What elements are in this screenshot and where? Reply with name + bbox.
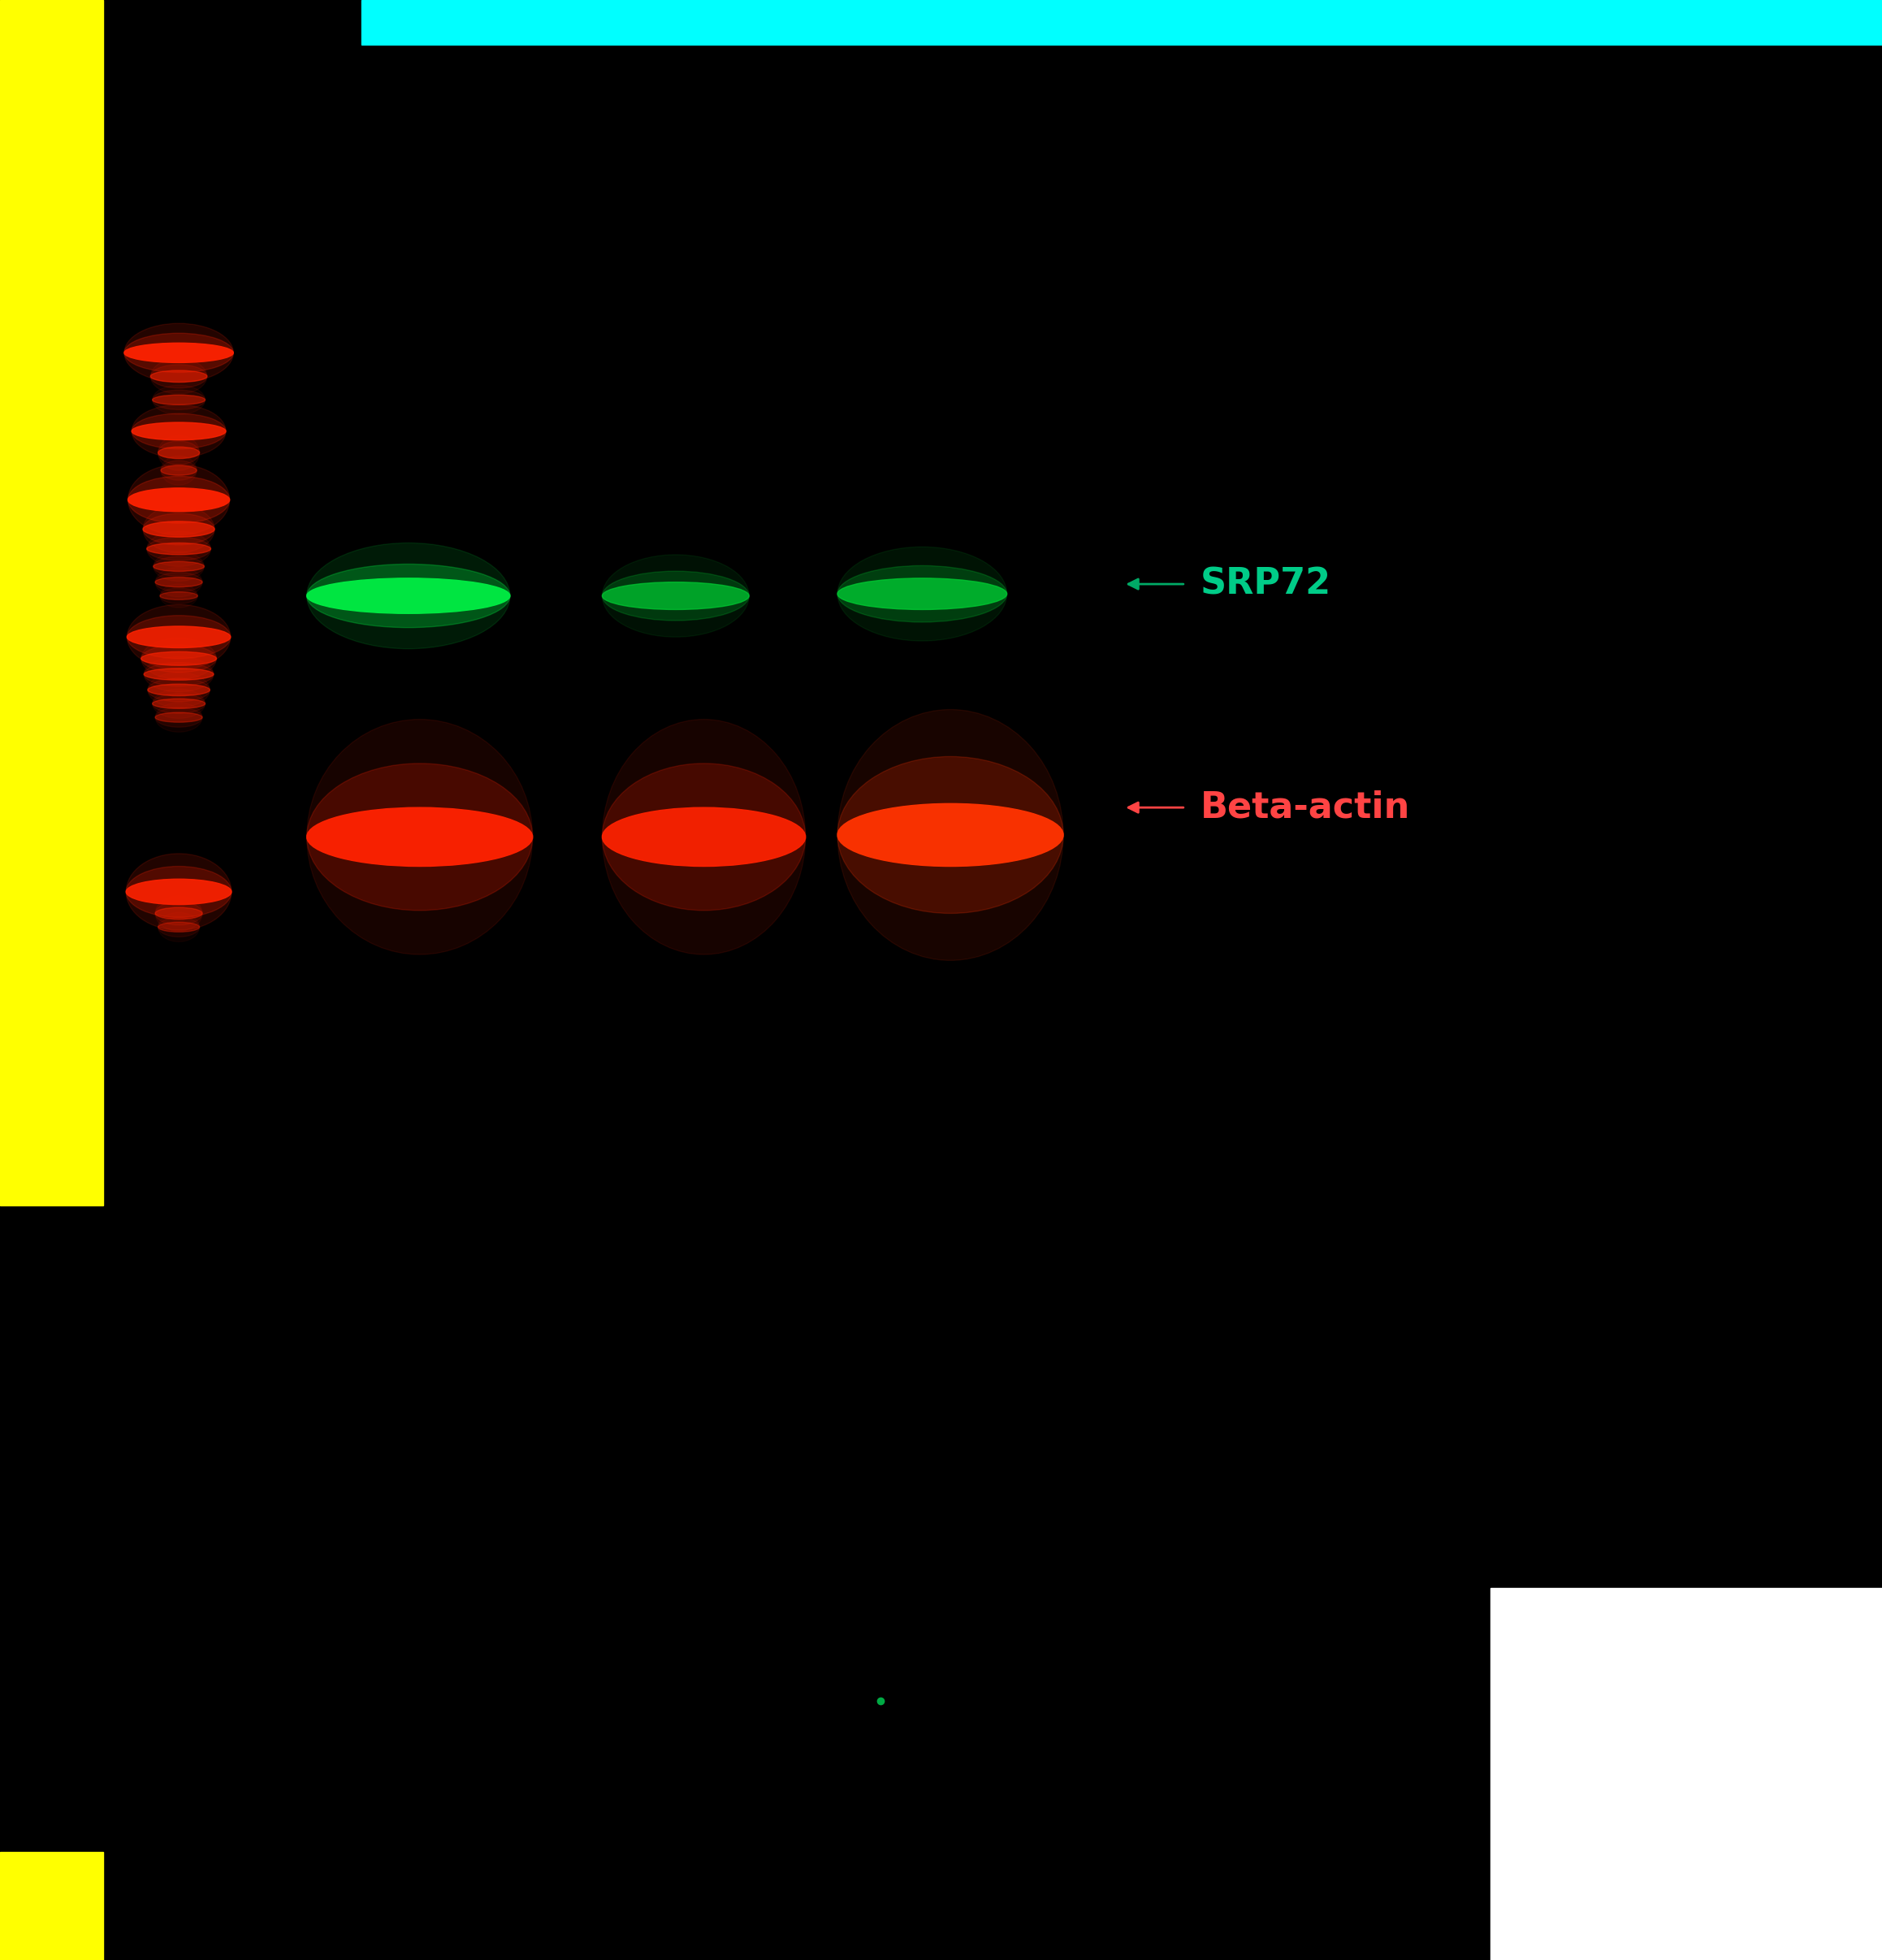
Ellipse shape <box>837 804 1063 866</box>
Ellipse shape <box>147 531 211 566</box>
Ellipse shape <box>307 719 533 955</box>
Ellipse shape <box>160 588 198 604</box>
Ellipse shape <box>132 423 226 441</box>
Ellipse shape <box>145 668 215 680</box>
Ellipse shape <box>158 911 199 943</box>
Ellipse shape <box>158 923 199 933</box>
Ellipse shape <box>154 553 203 582</box>
Ellipse shape <box>602 764 805 909</box>
Ellipse shape <box>152 396 205 406</box>
Ellipse shape <box>307 543 510 649</box>
Ellipse shape <box>128 488 230 512</box>
Ellipse shape <box>154 572 203 592</box>
Ellipse shape <box>602 582 749 610</box>
Ellipse shape <box>154 907 203 919</box>
Ellipse shape <box>152 700 205 710</box>
Ellipse shape <box>145 657 215 692</box>
Ellipse shape <box>160 465 198 476</box>
Ellipse shape <box>837 547 1007 641</box>
Ellipse shape <box>151 359 207 394</box>
Ellipse shape <box>837 757 1063 913</box>
Ellipse shape <box>147 684 211 696</box>
Ellipse shape <box>151 365 207 388</box>
Ellipse shape <box>147 672 211 708</box>
Ellipse shape <box>124 333 233 372</box>
Ellipse shape <box>307 764 533 909</box>
Ellipse shape <box>154 708 203 727</box>
Ellipse shape <box>602 719 805 955</box>
Ellipse shape <box>602 570 749 621</box>
Ellipse shape <box>143 514 215 545</box>
Ellipse shape <box>152 390 205 410</box>
Ellipse shape <box>124 323 233 382</box>
Ellipse shape <box>154 896 203 931</box>
Ellipse shape <box>128 604 230 670</box>
Ellipse shape <box>307 578 510 613</box>
Ellipse shape <box>837 710 1063 960</box>
Ellipse shape <box>151 370 207 382</box>
Ellipse shape <box>152 690 205 719</box>
Bar <box>361 0 1882 45</box>
Ellipse shape <box>143 521 215 537</box>
Ellipse shape <box>126 866 231 917</box>
Ellipse shape <box>837 578 1007 610</box>
Ellipse shape <box>141 639 216 680</box>
Ellipse shape <box>154 711 203 723</box>
Ellipse shape <box>147 543 211 555</box>
Ellipse shape <box>141 651 216 666</box>
Ellipse shape <box>132 404 226 457</box>
Ellipse shape <box>160 592 198 600</box>
Ellipse shape <box>152 384 205 416</box>
Ellipse shape <box>126 855 231 931</box>
Ellipse shape <box>128 627 230 647</box>
Ellipse shape <box>158 447 199 459</box>
Ellipse shape <box>143 506 215 553</box>
Ellipse shape <box>128 465 230 535</box>
Bar <box>0 1852 104 1960</box>
Bar <box>1491 1588 1882 1960</box>
Ellipse shape <box>126 878 231 906</box>
Ellipse shape <box>837 566 1007 621</box>
Ellipse shape <box>145 662 215 686</box>
Ellipse shape <box>307 808 533 866</box>
Ellipse shape <box>147 537 211 561</box>
Ellipse shape <box>154 902 203 925</box>
Ellipse shape <box>154 578 203 588</box>
Text: Beta-actin: Beta-actin <box>1201 790 1412 825</box>
Ellipse shape <box>154 557 203 576</box>
Bar <box>0 0 104 1205</box>
Ellipse shape <box>602 555 749 637</box>
Ellipse shape <box>154 561 203 572</box>
Ellipse shape <box>152 694 205 713</box>
Ellipse shape <box>141 645 216 672</box>
Ellipse shape <box>602 808 805 866</box>
Ellipse shape <box>160 455 198 486</box>
Ellipse shape <box>160 584 198 608</box>
Ellipse shape <box>147 678 211 702</box>
Ellipse shape <box>154 568 203 598</box>
Ellipse shape <box>128 476 230 523</box>
Ellipse shape <box>158 917 199 937</box>
Ellipse shape <box>132 414 226 449</box>
Text: SRP72: SRP72 <box>1201 566 1332 602</box>
Ellipse shape <box>160 461 198 480</box>
Ellipse shape <box>307 564 510 627</box>
Ellipse shape <box>158 435 199 470</box>
Ellipse shape <box>154 702 203 733</box>
Ellipse shape <box>128 615 230 659</box>
Ellipse shape <box>158 441 199 465</box>
Ellipse shape <box>124 343 233 363</box>
